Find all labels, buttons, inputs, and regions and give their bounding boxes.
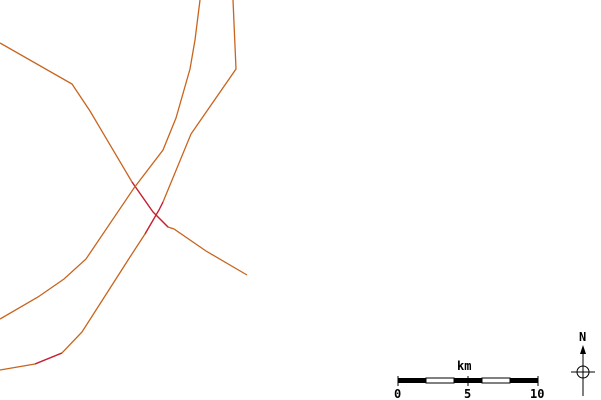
scale-segment-2	[425, 377, 455, 384]
scale-segment-4	[481, 377, 511, 384]
scale-label-0: 0	[394, 387, 402, 400]
road-segment-red	[131, 181, 169, 228]
scale-segment-1	[398, 378, 426, 383]
compass-ring	[576, 365, 590, 379]
scale-label-5: 5	[464, 387, 472, 400]
scale-label-10: 10	[530, 387, 545, 400]
road-inner-arc-red	[144, 201, 164, 235]
scale-bar	[397, 376, 539, 386]
road-northwest-southeast	[0, 42, 248, 276]
road-outer-arc	[0, 0, 201, 320]
north-label: N	[579, 330, 587, 344]
road-inner-arc-red-south	[34, 352, 63, 365]
road-inner-arc	[0, 0, 237, 371]
scale-segment-5	[510, 378, 538, 383]
scale-unit-label: km	[457, 359, 472, 373]
north-arrow-head	[580, 345, 586, 354]
compass-crosshair-icon	[571, 345, 595, 396]
